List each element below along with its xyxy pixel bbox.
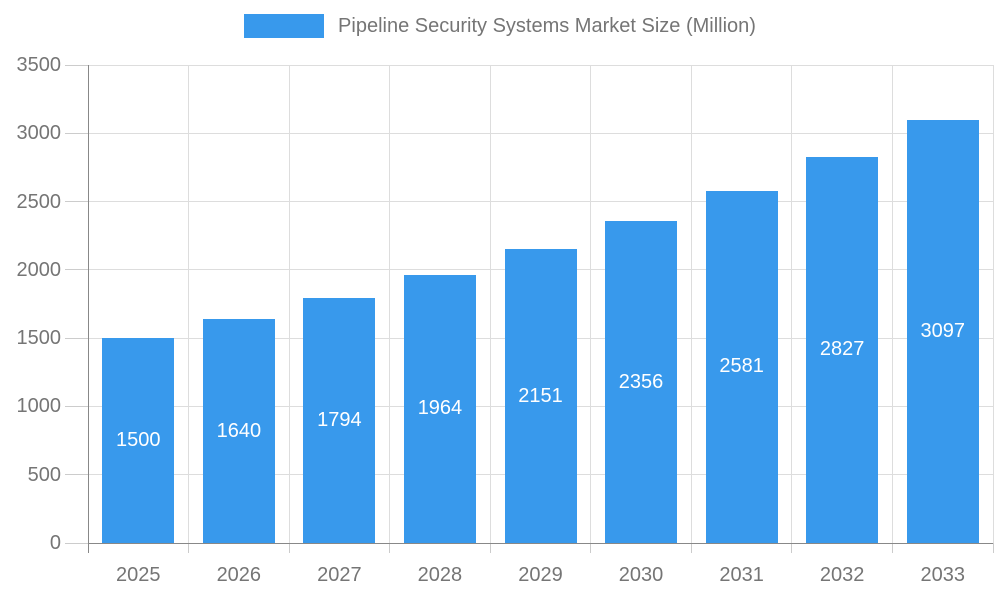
y-tick [65, 337, 88, 339]
x-axis-label: 2025 [116, 564, 161, 586]
bar-2026[interactable]: 1640 [202, 319, 275, 543]
v-gridline [891, 65, 893, 543]
bar-value-label: 2581 [719, 355, 764, 378]
x-axis-label: 2027 [317, 564, 362, 586]
y-axis-label: 2000 [16, 258, 62, 281]
x-axis-label: 2026 [216, 564, 262, 586]
y-axis-label: 3500 [16, 54, 62, 76]
bar-value-label: 1964 [417, 397, 463, 420]
y-axis-line [87, 65, 89, 543]
x-axis-label: 2032 [819, 564, 865, 586]
bar-value-label: 1794 [317, 408, 362, 431]
bar-2030[interactable]: 2356 [605, 221, 678, 543]
v-gridline [690, 65, 692, 543]
y-axis-label: 2500 [16, 190, 62, 213]
bar-2025[interactable]: 1500 [102, 338, 175, 543]
x-axis-line [88, 542, 993, 544]
y-tick [65, 201, 88, 203]
v-gridline [992, 65, 994, 543]
bar-2031[interactable]: 2581 [705, 190, 778, 543]
x-tick [188, 543, 190, 553]
bar-value-label: 2151 [518, 384, 563, 407]
bar-2029[interactable]: 2151 [504, 249, 577, 543]
y-axis-label: 500 [27, 463, 61, 486]
legend-label[interactable]: Pipeline Security Systems Market Size (M… [338, 14, 756, 37]
v-gridline [389, 65, 391, 543]
y-tick [65, 269, 88, 271]
bar-2027[interactable]: 1794 [303, 297, 376, 543]
y-axis-label: 3000 [16, 122, 62, 145]
x-tick [891, 543, 893, 553]
y-tick [65, 64, 88, 66]
bar-value-label: 2356 [618, 370, 664, 393]
v-gridline [188, 65, 190, 543]
x-tick [992, 543, 994, 553]
x-tick [489, 543, 491, 553]
x-axis-label: 2028 [417, 564, 463, 586]
legend-swatch[interactable] [244, 14, 325, 38]
x-tick [690, 543, 692, 553]
y-tick [65, 542, 88, 544]
x-tick [590, 543, 592, 553]
x-tick [389, 543, 391, 553]
y-tick [65, 405, 88, 407]
y-axis-label: 1000 [16, 395, 62, 418]
v-gridline [489, 65, 491, 543]
bar-value-label: 1500 [116, 429, 161, 452]
h-gridline [88, 201, 993, 203]
y-axis-label: 0 [49, 532, 61, 554]
bar-2032[interactable]: 2827 [806, 156, 879, 543]
x-axis-label: 2031 [719, 564, 764, 586]
v-gridline [590, 65, 592, 543]
x-tick [288, 543, 290, 553]
v-gridline [288, 65, 290, 543]
x-axis-label: 2033 [920, 564, 965, 586]
x-tick [791, 543, 793, 553]
x-axis-label: 2030 [618, 564, 664, 586]
v-gridline [791, 65, 793, 543]
x-axis-label: 2029 [518, 564, 563, 586]
y-tick [65, 132, 88, 134]
y-axis-label: 1500 [16, 327, 62, 350]
bar-value-label: 3097 [920, 320, 965, 342]
bar-value-label: 2827 [819, 338, 865, 361]
y-tick [65, 474, 88, 476]
legend: Pipeline Security Systems Market Size (M… [0, 14, 1000, 38]
h-gridline [88, 132, 993, 134]
x-tick [87, 543, 89, 553]
bar-2028[interactable]: 1964 [403, 274, 476, 543]
h-gridline [88, 64, 993, 66]
bar-value-label: 1640 [216, 419, 262, 442]
bar-2033[interactable]: 3097 [906, 120, 979, 543]
